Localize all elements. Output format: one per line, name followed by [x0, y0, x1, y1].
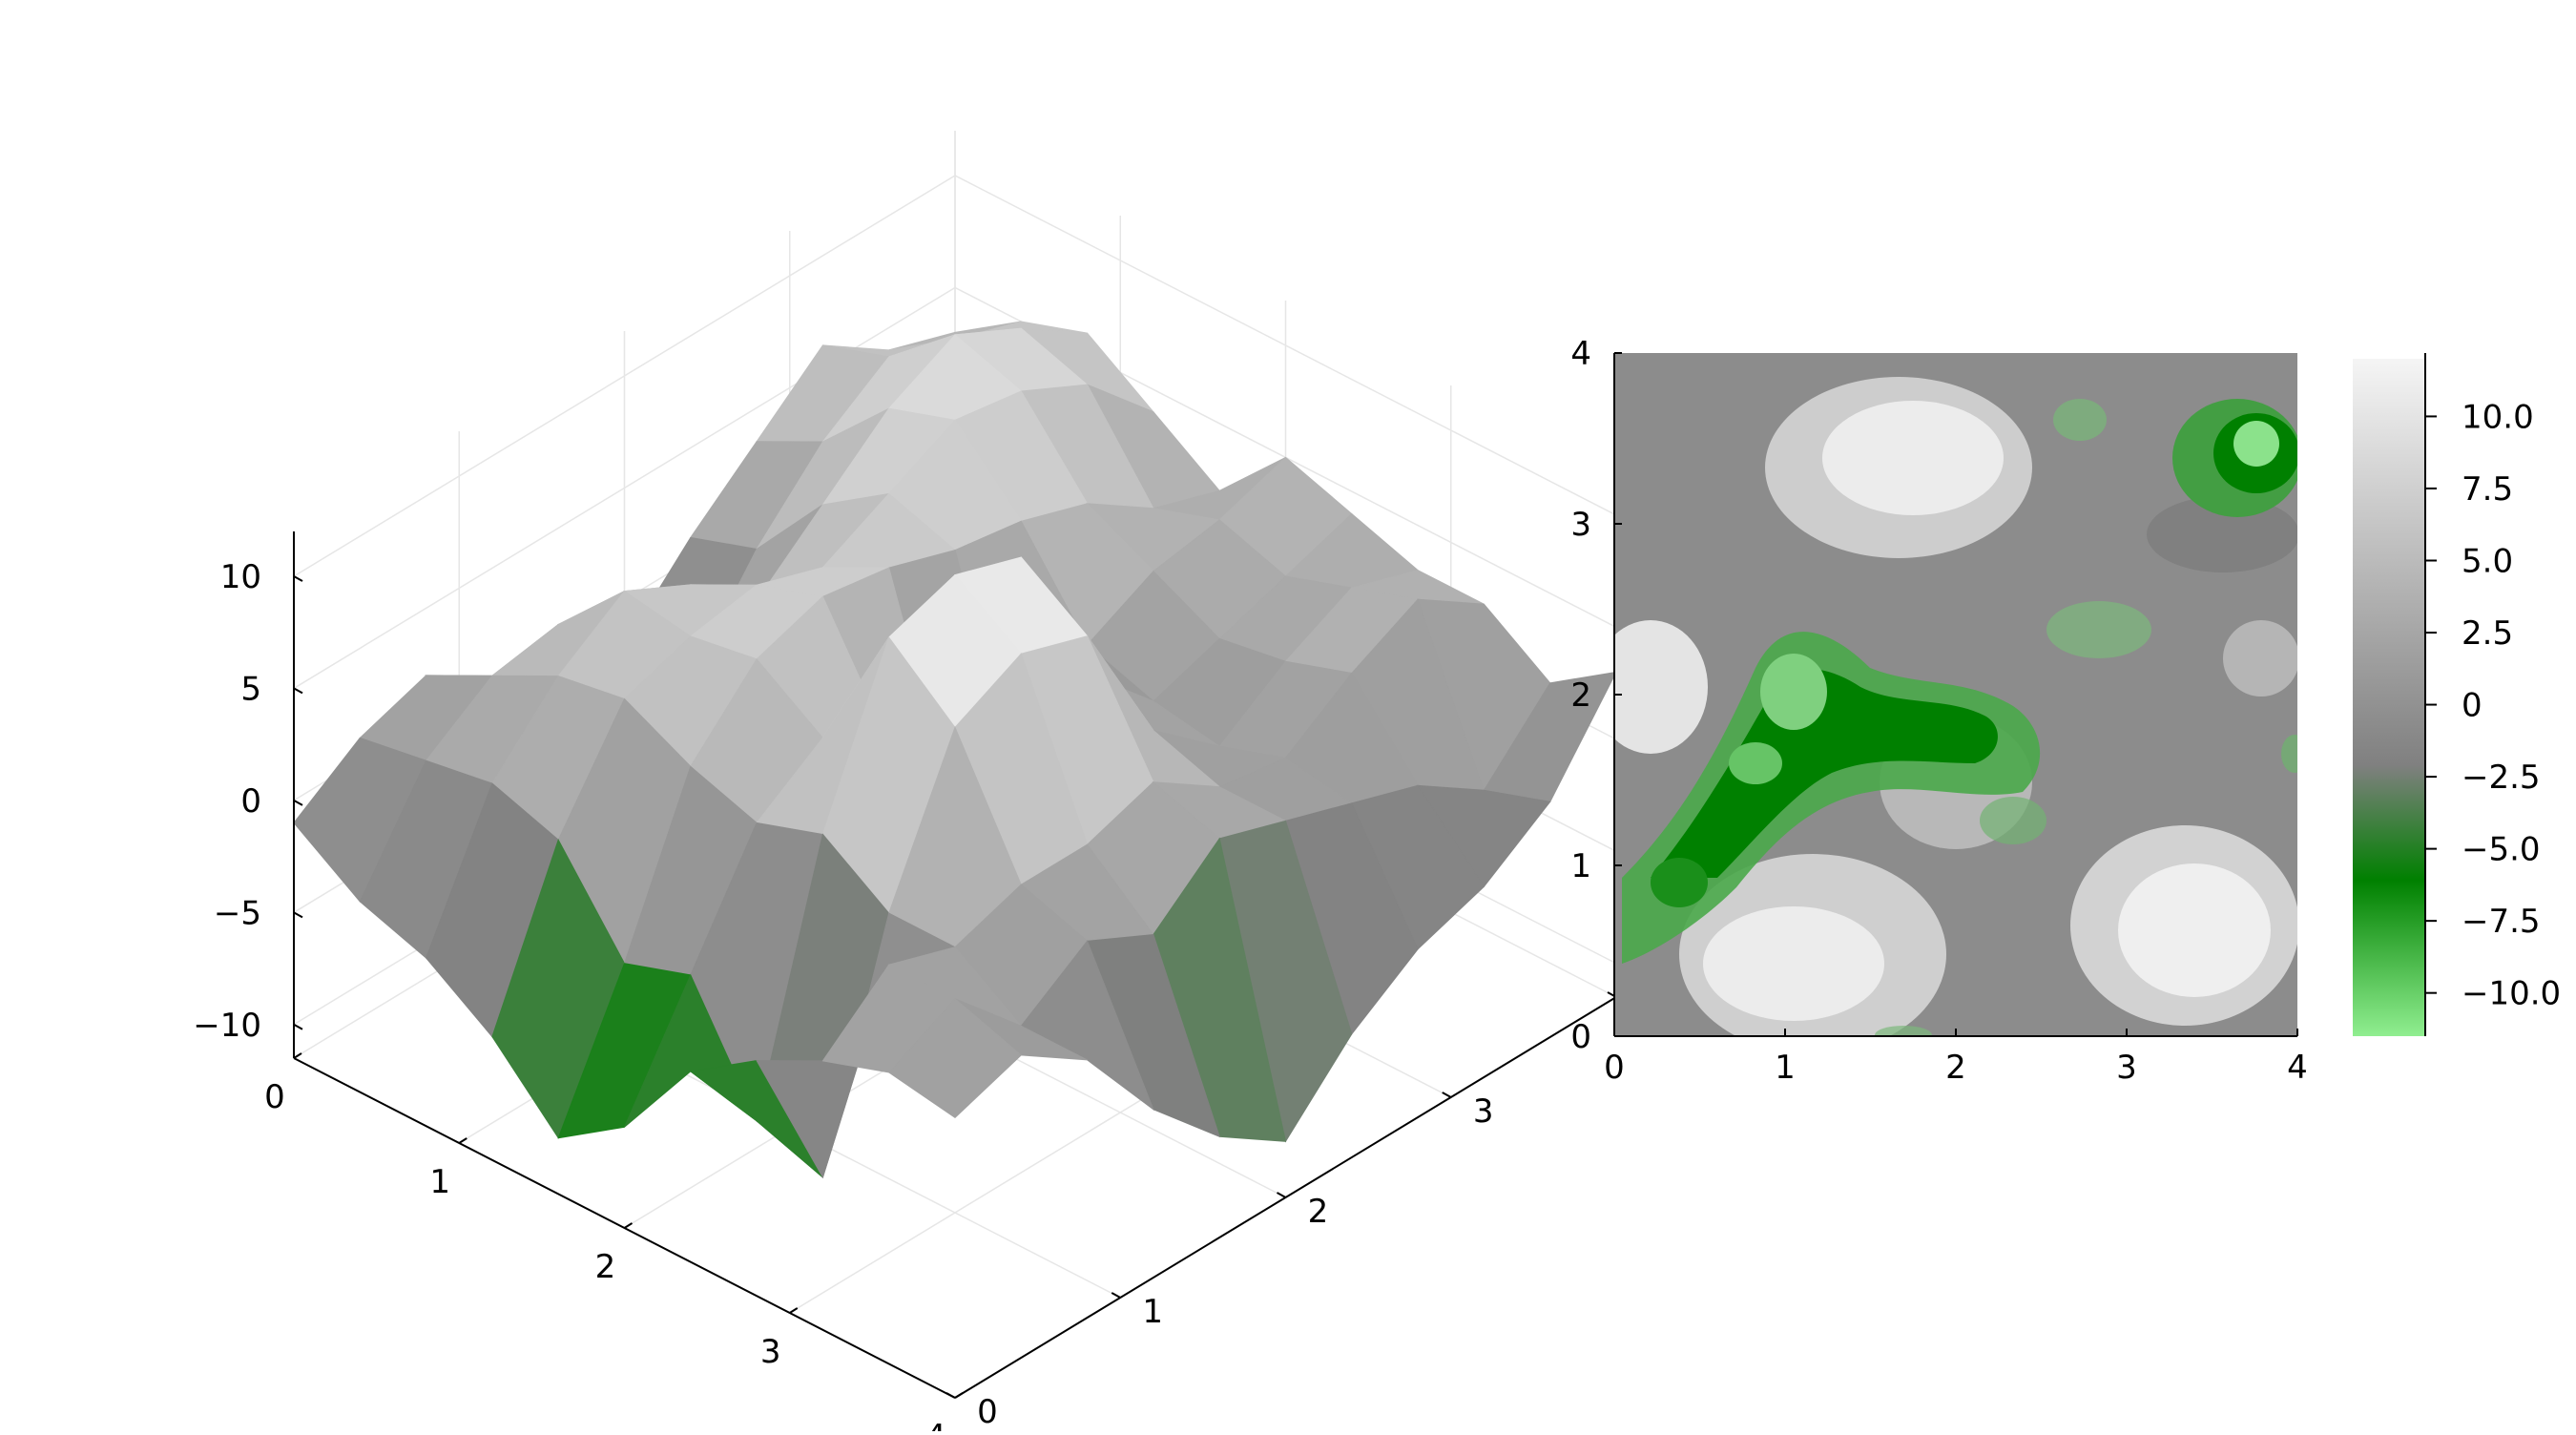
surface-x-tick-mark: [954, 1392, 964, 1399]
surface-x-tick-mark: [623, 1222, 634, 1229]
colorbar-tick-label: 5.0: [2462, 542, 2513, 580]
surface-x-tick-label: 4: [925, 1418, 946, 1431]
surface-x-ticks: 0 1 2 3 4: [264, 1052, 964, 1435]
surface-y-tick-label: 3: [1473, 1092, 1494, 1131]
colorbar-tick-label: −7.5: [2462, 903, 2541, 941]
surface-z-tick-label: 0: [240, 782, 261, 821]
heatmap-field: [1614, 353, 2297, 1036]
colorbar-tick-label: 0: [2462, 687, 2483, 725]
surface-y-tick-label: 2: [1308, 1193, 1329, 1231]
surface-x-tick-label: 3: [760, 1333, 781, 1371]
surface-z-tick-label: 5: [240, 670, 261, 708]
surface-mesh: [293, 321, 1617, 1179]
surface-y-tick-mark: [1277, 1192, 1286, 1198]
heatmap-x-tick-label: 0: [1604, 1049, 1625, 1087]
surface-y-tick-mark: [945, 1392, 956, 1399]
surface-z-tick-mark: [293, 911, 303, 919]
heatmap-x-tick-label: 2: [1945, 1049, 1966, 1087]
heatmap-plot: 0 1 2 3 4 0 1 2 3 4 10.0 7.5 5.0 2.5 0 −2.5 −5.0 −7.5 −1…: [1570, 335, 2561, 1087]
heatmap-y-tick-label: 4: [1570, 335, 1591, 373]
colorbar-tick-label: 7.5: [2462, 470, 2513, 509]
colorbar-ticks: 10.0 7.5 5.0 2.5 0 −2.5 −5.0 −7.5 −10.0: [2425, 398, 2561, 1013]
colorbar-tick-label: −10.0: [2462, 975, 2561, 1013]
heatmap-y-tick-label: 1: [1570, 847, 1591, 885]
surface-x-tick-label: 1: [429, 1163, 450, 1201]
surface-z-tick-label: −5: [214, 894, 261, 932]
heatmap-x-tick-label: 3: [2116, 1049, 2137, 1087]
heatmap-y-tick-label: 0: [1570, 1018, 1591, 1056]
surface-x-tick-label: 0: [264, 1078, 285, 1116]
surface-y-tick-mark: [1442, 1092, 1452, 1098]
heatmap-y-ticks: 0 1 2 3 4: [1570, 335, 1622, 1056]
surface-x-tick-mark: [293, 1052, 302, 1059]
colorbar-tick-label: 10.0: [2462, 398, 2534, 436]
surface-y-tick-label: 0: [977, 1393, 998, 1431]
colorbar-bar: [2353, 359, 2425, 1036]
surface-z-tick-mark: [293, 575, 303, 582]
surface-y-tick-mark: [1111, 1292, 1121, 1299]
surface-x-tick-mark: [789, 1307, 799, 1314]
colorbar-tick-label: 2.5: [2462, 614, 2513, 653]
surface-facet: [887, 998, 1023, 1119]
colorbar-tick-label: −5.0: [2462, 831, 2541, 869]
surface-z-tick-mark: [293, 799, 303, 806]
surface-z-tick-label: 10: [220, 558, 261, 596]
heatmap-y-tick-label: 2: [1570, 676, 1591, 715]
heatmap-x-tick-label: 4: [2287, 1049, 2308, 1087]
surface-z-tick-label: −10: [193, 1007, 261, 1045]
heatmap-x-ticks: 0 1 2 3 4: [1604, 1029, 2308, 1087]
colorbar: 10.0 7.5 5.0 2.5 0 −2.5 −5.0 −7.5 −10.0: [2353, 353, 2561, 1036]
surface-z-tick-mark: [293, 1023, 303, 1030]
surface-z-ticks: −10 −5 0 5 10: [193, 558, 303, 1045]
surface-x-tick-label: 2: [595, 1248, 616, 1286]
surface-x-tick-mark: [458, 1137, 467, 1144]
heatmap-y-tick-label: 3: [1570, 506, 1591, 544]
surface-z-tick-mark: [293, 687, 303, 695]
colorbar-tick-label: −2.5: [2462, 759, 2541, 797]
surface-y-tick-label: 1: [1142, 1293, 1163, 1331]
heatmap-x-tick-label: 1: [1775, 1049, 1796, 1087]
